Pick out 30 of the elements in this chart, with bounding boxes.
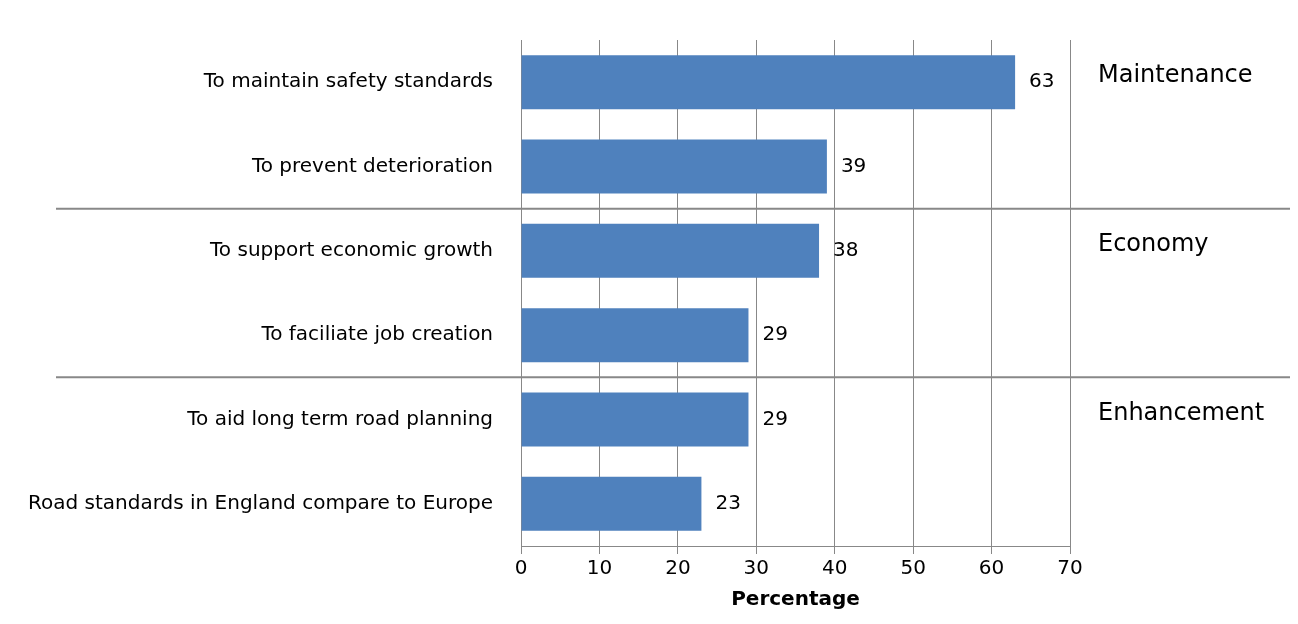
x-tick-label: 30 [743, 555, 770, 580]
bar [521, 139, 827, 194]
data-label: 29 [762, 405, 788, 430]
data-label: 38 [833, 237, 859, 262]
text: Maintenance [1098, 60, 1253, 89]
x-tick-label: 40 [822, 555, 848, 580]
data-label: 63 [1029, 68, 1055, 93]
y-tick-label: Road standards in England compare to Europe [27, 490, 494, 515]
y-tick-label: To support economic growth [209, 237, 494, 262]
data-label: 39 [840, 152, 867, 177]
x-axis-title: Percentage [731, 586, 860, 611]
bar [521, 223, 820, 278]
x-tick-label: 10 [586, 555, 613, 580]
bar [521, 476, 702, 531]
y-tick-label: To aid long term road planning [186, 405, 494, 430]
x-tick-label: 20 [665, 555, 691, 580]
data-label: 29 [762, 321, 788, 346]
bar [521, 392, 749, 447]
y-tick-label: To prevent deterioration [250, 152, 494, 177]
text: Enhancement [1098, 397, 1265, 426]
data-label: 23 [715, 490, 741, 515]
x-tick-label: 50 [900, 555, 926, 580]
text: Economy [1098, 229, 1209, 258]
y-tick-label: To maintain safety standards [202, 68, 494, 93]
x-tick-label: 60 [978, 555, 1005, 580]
x-tick-label: 70 [1057, 555, 1083, 580]
y-tick-label: To faciliate job creation [260, 321, 494, 346]
bar [521, 308, 749, 363]
bar [521, 55, 1016, 110]
x-tick-label: 0 [514, 555, 528, 580]
